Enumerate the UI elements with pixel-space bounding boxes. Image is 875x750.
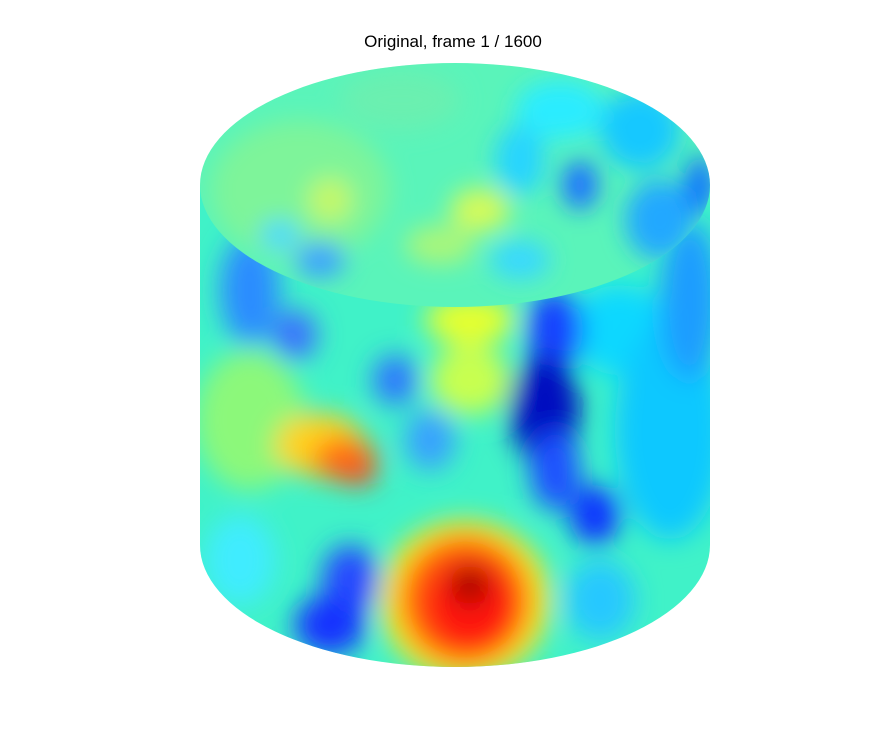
chart-title: Original, frame 1 / 1600 (364, 32, 542, 51)
cylinder-side-surface (200, 185, 710, 667)
